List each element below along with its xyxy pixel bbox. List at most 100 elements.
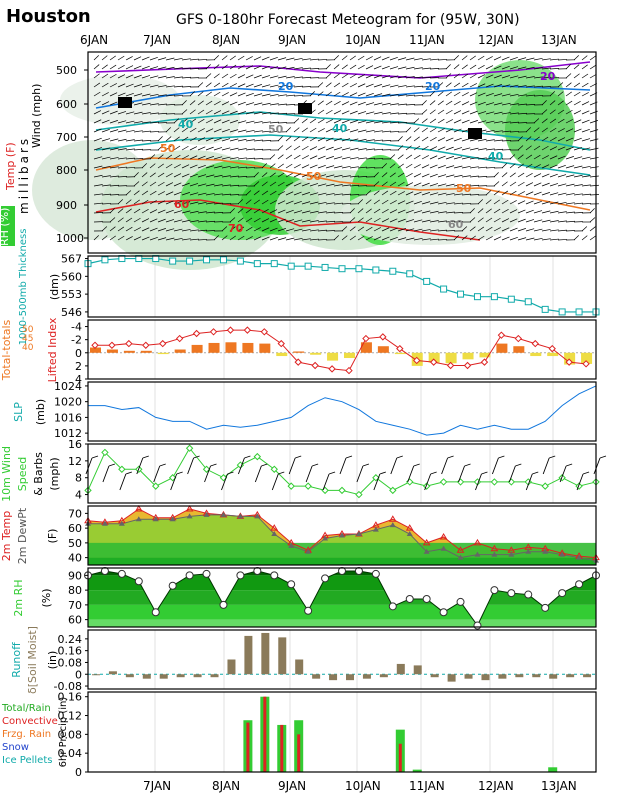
lifted-index-bar — [428, 352, 440, 363]
rh-axis-label: 2m RH — [12, 579, 25, 616]
lifted-index-bar — [462, 352, 474, 360]
wind-barb — [565, 82, 572, 88]
wind-barb — [445, 146, 454, 151]
rh-point — [202, 569, 211, 578]
total-totals-point — [192, 329, 201, 338]
wind-barb — [485, 92, 494, 97]
wind-barb — [549, 229, 559, 232]
wind-barb — [557, 183, 567, 187]
dewpoint-point — [169, 516, 176, 522]
wind-barb — [181, 164, 190, 169]
wind-barb — [309, 201, 319, 205]
millibars-axis-label: millibars — [17, 136, 31, 214]
wind-barb — [357, 226, 365, 232]
wind-barb — [157, 181, 165, 187]
wind-barb — [373, 93, 383, 97]
wind-barb — [197, 82, 204, 88]
wind-barb — [101, 193, 111, 196]
wind-barb — [237, 175, 247, 178]
dewpoint-point — [491, 551, 498, 557]
wind-barb — [141, 56, 150, 61]
soil-moisture-bar — [346, 674, 354, 681]
wind-speed-point — [118, 465, 126, 473]
wind-barb — [317, 174, 327, 178]
wind-barb — [213, 55, 220, 61]
thickness-point — [473, 293, 481, 301]
wind-barb — [509, 56, 518, 61]
wind-barb — [477, 74, 486, 79]
wind-barb — [381, 163, 388, 169]
wind-barb — [237, 226, 245, 232]
wind-barb — [533, 182, 542, 187]
wind-barb — [245, 157, 255, 160]
wind-barb — [277, 112, 287, 115]
wind-barb — [429, 58, 439, 61]
contour-label: 70 — [228, 222, 244, 235]
wind-barb — [253, 172, 259, 178]
wind-barb — [517, 181, 525, 187]
wind-barb — [109, 184, 119, 187]
thickness-point — [575, 308, 583, 316]
rh-tick-label: 90 — [68, 569, 82, 582]
wind-barb — [453, 82, 461, 88]
wind-barb — [509, 66, 519, 70]
wind-barb — [101, 156, 111, 160]
wind-barb — [101, 55, 108, 61]
wind-barb — [322, 473, 330, 491]
wind-barb — [189, 67, 199, 70]
wind-barb — [485, 111, 495, 115]
wind-barb — [541, 155, 549, 160]
upper-panel-frame — [87, 51, 597, 254]
wind-barb — [445, 91, 452, 97]
wind-barb — [485, 56, 493, 61]
wind-barb — [405, 127, 412, 133]
wind-barb — [165, 57, 175, 61]
wind-barb — [341, 193, 351, 196]
wind-barb — [108, 463, 116, 467]
wind-barb — [197, 118, 205, 124]
wind-barb — [421, 100, 427, 106]
wind-barb — [525, 66, 535, 70]
dewpoint-point — [525, 548, 532, 554]
wind-barb — [341, 165, 351, 169]
wind-barb — [557, 128, 565, 133]
wind-barb — [429, 127, 437, 133]
wind-barb — [117, 129, 127, 133]
wind-barb — [205, 202, 215, 205]
wind-barb — [381, 139, 391, 142]
wind-barb — [317, 137, 326, 142]
wind-barb — [277, 57, 287, 61]
wind-barb — [365, 148, 375, 151]
wind-barb — [509, 181, 517, 187]
wind-barb — [581, 64, 588, 70]
wind-barb — [341, 128, 350, 133]
wind-barb — [133, 217, 141, 223]
wind-barb — [509, 190, 517, 196]
wind-barb — [197, 128, 205, 133]
wind-barb — [301, 155, 309, 160]
wind-barb — [181, 192, 190, 196]
convective-precip-bar — [297, 734, 301, 772]
wind-barb — [421, 229, 431, 232]
contour-label: 20 — [540, 70, 556, 83]
wind-barb — [429, 220, 439, 223]
wind-barb — [501, 163, 508, 169]
wind-speed-point — [219, 474, 228, 482]
wind-barb — [405, 145, 412, 151]
wind-tick-label: 4 — [75, 489, 82, 502]
precip-tick-label: 0.04 — [58, 747, 83, 760]
wind-barb — [549, 183, 559, 187]
wind-barb — [549, 91, 556, 97]
wind-barb — [373, 217, 381, 223]
wind-barb — [165, 85, 175, 88]
dewpoint-point — [406, 531, 413, 537]
wind-barb — [581, 226, 588, 232]
wind-barb — [253, 74, 262, 79]
wind-barb — [173, 191, 182, 196]
wind-barb — [187, 457, 195, 475]
slp-line — [88, 385, 597, 436]
wind-barb — [445, 183, 455, 187]
precip-legend-item: Snow — [2, 742, 29, 753]
wind-barb — [365, 102, 375, 106]
wind-barb — [421, 210, 431, 214]
